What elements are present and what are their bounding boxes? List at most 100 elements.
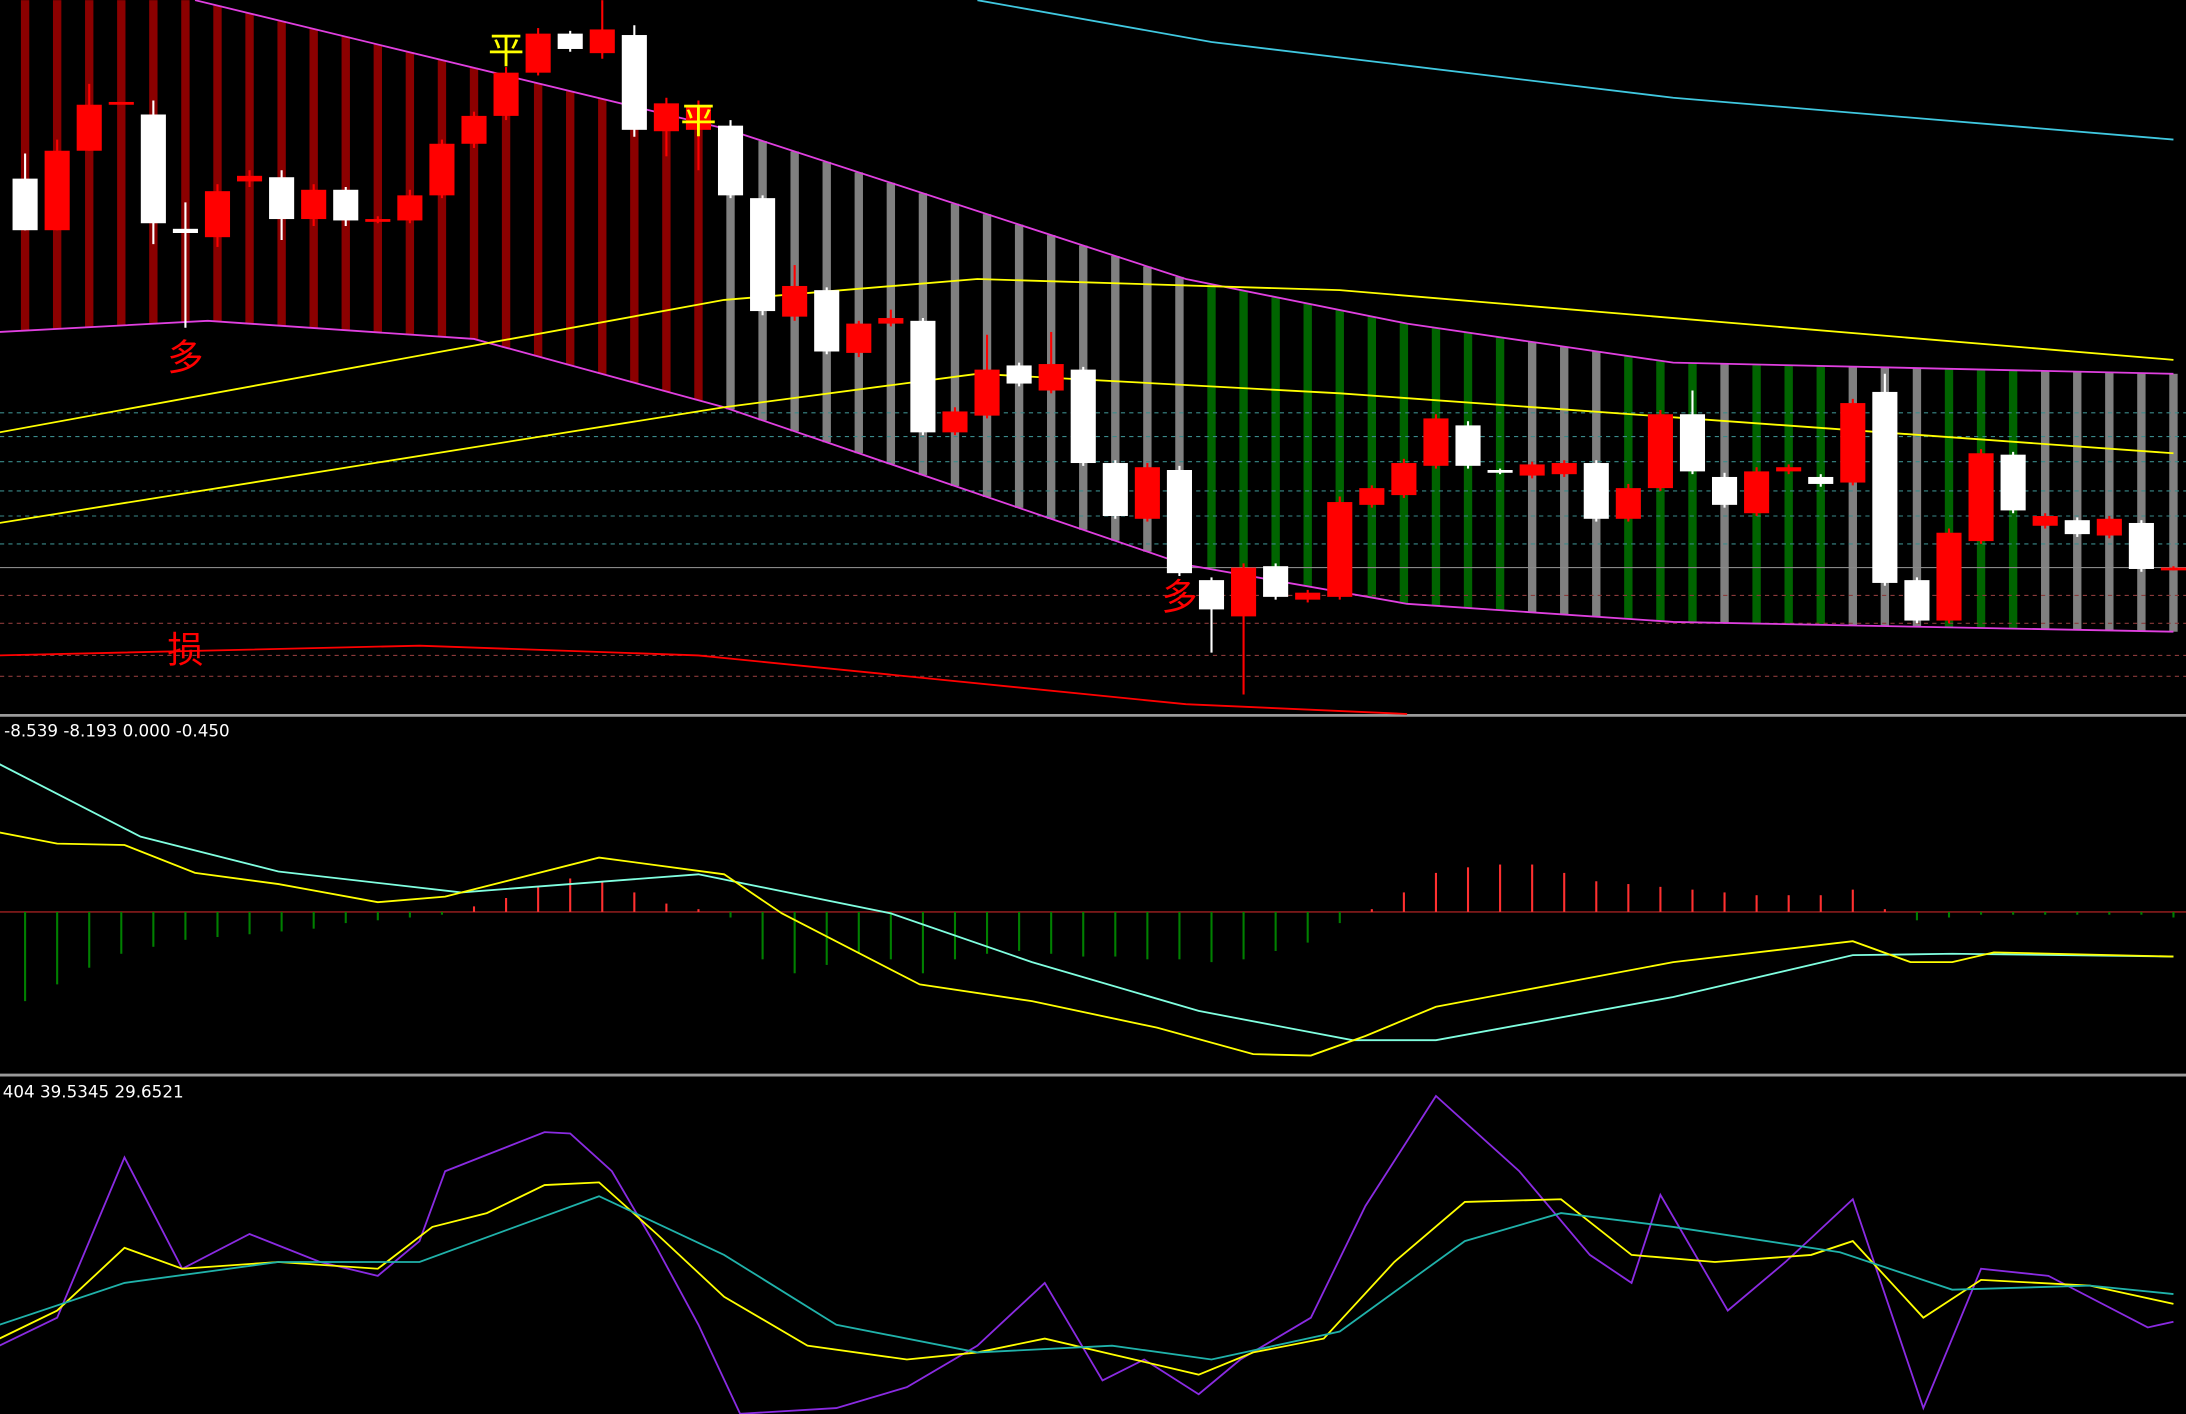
band-column xyxy=(1207,284,1216,570)
candle-body xyxy=(140,114,166,224)
candle-body xyxy=(269,177,295,220)
candle-body xyxy=(108,101,134,105)
candle-body xyxy=(301,189,327,220)
indicator-line xyxy=(977,0,2174,141)
band-column xyxy=(1784,365,1793,625)
band-column xyxy=(1175,276,1184,563)
band-column xyxy=(1335,310,1344,592)
candle-body xyxy=(1551,463,1577,475)
candle-body xyxy=(2160,567,2186,571)
band-column xyxy=(437,60,447,337)
annotation: 损 xyxy=(167,629,203,672)
band-column xyxy=(1239,290,1248,575)
band-column xyxy=(85,0,94,328)
band-column xyxy=(1463,332,1473,608)
candle-body xyxy=(1263,566,1289,597)
candle-body xyxy=(1711,476,1738,505)
kdj-line xyxy=(0,1181,2174,1376)
candle-body xyxy=(1006,365,1032,384)
candle-body xyxy=(589,29,615,54)
macd-line xyxy=(0,763,2174,1042)
candle-body xyxy=(1070,369,1096,464)
candle-body xyxy=(1615,488,1641,519)
candle-body xyxy=(493,72,519,116)
band-column xyxy=(245,13,254,324)
candle-body xyxy=(1904,580,1930,621)
candle-body xyxy=(782,285,808,317)
indicator-line xyxy=(0,319,2174,633)
kdj-line xyxy=(0,1094,2174,1414)
candle-body xyxy=(1295,592,1321,600)
indicator-line xyxy=(0,644,1408,715)
candle-body xyxy=(204,191,231,238)
candle-body xyxy=(557,33,583,49)
band-column xyxy=(1143,266,1152,552)
band-column xyxy=(630,106,639,383)
candle-body xyxy=(1487,469,1513,473)
candle-body xyxy=(365,219,391,222)
annotation: 多 xyxy=(1161,576,1197,619)
candle-body xyxy=(1519,464,1545,476)
band-column xyxy=(469,67,479,339)
candle-body xyxy=(1744,471,1770,514)
candle-body xyxy=(525,33,551,73)
candle-body xyxy=(1423,418,1449,466)
candle-body xyxy=(1583,463,1609,519)
candle-body xyxy=(942,411,968,433)
band-column xyxy=(566,91,575,366)
annotation: 平 xyxy=(488,29,524,72)
band-column xyxy=(1944,368,1954,628)
band-column xyxy=(1912,368,1922,627)
indicator-line xyxy=(0,278,2174,434)
candle-body xyxy=(1968,453,1994,542)
candle-body xyxy=(1936,532,1962,621)
band-column xyxy=(1367,316,1377,598)
candle-body xyxy=(1455,425,1481,466)
candle-body xyxy=(910,320,936,433)
band-column xyxy=(1111,255,1120,541)
band-column xyxy=(2105,372,2114,631)
band-column xyxy=(1848,366,1857,626)
candle-body xyxy=(1391,463,1417,496)
candle-body xyxy=(12,178,38,231)
band-column xyxy=(1303,303,1312,587)
candle-body xyxy=(1198,580,1225,610)
band-column xyxy=(1271,297,1280,581)
band-column xyxy=(598,98,607,374)
band-column xyxy=(1560,346,1569,615)
candle-body xyxy=(1166,469,1192,574)
candle-body xyxy=(1808,476,1834,484)
band-column xyxy=(533,83,543,357)
candle-body xyxy=(1327,502,1353,597)
candle-body xyxy=(2064,520,2090,535)
band-column xyxy=(854,172,863,454)
candle-body xyxy=(2032,516,2058,526)
band-column xyxy=(2041,370,2050,630)
band-column xyxy=(2137,373,2146,632)
kdj-header: 404 39.5345 29.6521 xyxy=(3,1082,184,1102)
candle-body xyxy=(974,369,1000,416)
candle-body xyxy=(461,115,487,144)
band-column xyxy=(726,130,735,410)
band-column xyxy=(501,75,511,348)
candle-body xyxy=(1872,391,1898,583)
band-column xyxy=(1688,363,1697,623)
kdj-line xyxy=(0,1195,2174,1361)
candle-body xyxy=(846,323,872,353)
candle-body xyxy=(1038,364,1064,391)
candle-body xyxy=(878,318,904,324)
band-column xyxy=(373,44,382,333)
candle-body xyxy=(1776,467,1802,472)
band-column xyxy=(213,5,222,322)
macd-header: -8.539 -8.193 0.000 -0.450 xyxy=(4,721,230,741)
candle-body xyxy=(2000,454,2026,511)
candle-body xyxy=(814,290,840,352)
band-column xyxy=(950,203,960,487)
candle-body xyxy=(1102,463,1128,517)
band-column xyxy=(1816,365,1825,625)
candle-body xyxy=(685,107,712,130)
annotation: 平 xyxy=(680,99,716,142)
candle-body xyxy=(750,198,776,312)
candle-body xyxy=(1359,488,1385,505)
